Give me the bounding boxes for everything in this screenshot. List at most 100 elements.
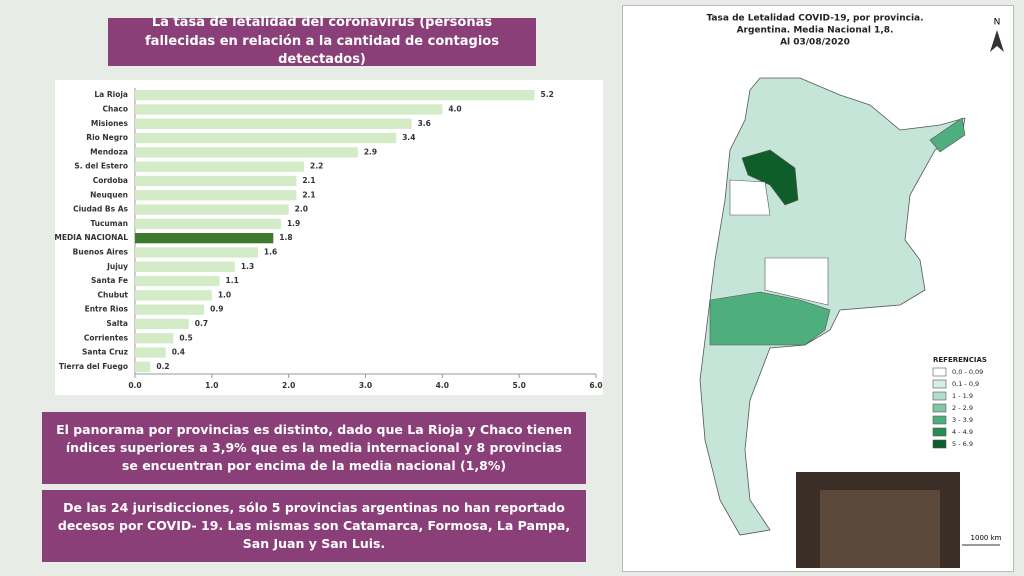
province <box>741 149 799 206</box>
province <box>929 117 966 153</box>
legend-swatch <box>932 427 947 437</box>
y-tick-label: Santa Cruz <box>82 348 128 357</box>
value-label: 2.0 <box>295 205 308 214</box>
y-tick-label: Misiones <box>91 119 129 128</box>
legend-swatch <box>932 367 947 377</box>
x-tick-label: 0.0 <box>128 381 141 390</box>
note: El panorama por provincias es distinto, … <box>42 412 586 484</box>
bar <box>135 190 297 201</box>
video-inset <box>820 490 940 568</box>
map: N 1000 km <box>699 18 1004 568</box>
y-tick-label: Neuquen <box>90 190 128 199</box>
value-label: 3.4 <box>402 133 415 142</box>
y-tick-label: La Rioja <box>94 90 128 99</box>
y-tick-label: S. del Estero <box>74 162 128 171</box>
value-label: 1.8 <box>279 233 292 242</box>
y-tick-label: Mendoza <box>90 147 128 156</box>
value-label: 1.0 <box>218 290 231 299</box>
legend-title: REFERENCIAS <box>933 356 987 364</box>
value-label: 0.7 <box>195 319 208 328</box>
y-tick-label: Ciudad Bs As <box>73 205 128 214</box>
legend-label: 0,0 - 0,09 <box>952 368 983 376</box>
value-label: 2.1 <box>302 176 315 185</box>
y-tick-label: Buenos Aires <box>73 247 129 256</box>
legend-label: 3 - 3.9 <box>952 416 973 424</box>
y-tick-label: Chubut <box>98 290 129 299</box>
y-tick-label: Tierra del Fuego <box>59 362 128 371</box>
legend-swatch <box>932 415 947 425</box>
bar <box>135 161 305 172</box>
legend-swatch <box>932 379 947 389</box>
bar <box>135 175 297 187</box>
x-tick-label: 4.0 <box>436 381 449 390</box>
legend-label: 5 - 6.9 <box>952 440 973 448</box>
bar <box>135 104 443 115</box>
chart-title: La tasa de letalidad del coronavirus (pe… <box>108 15 536 67</box>
value-label: 2.1 <box>302 190 315 199</box>
bar <box>135 118 412 129</box>
bar <box>135 204 289 215</box>
value-label: 1.3 <box>241 262 254 271</box>
x-tick-label: 1.0 <box>205 381 218 390</box>
value-label: 4.0 <box>448 104 461 113</box>
x-tick-label: 2.0 <box>282 381 295 390</box>
y-tick-label: Salta <box>106 319 128 328</box>
north-label: N <box>994 18 1001 28</box>
legend-swatch <box>932 439 947 449</box>
value-label: 0.2 <box>156 362 169 371</box>
x-tick-label: 5.0 <box>513 381 526 390</box>
value-label: 2.9 <box>364 147 377 156</box>
legend-swatch <box>932 403 947 413</box>
legend-label: 1 - 1.9 <box>952 392 973 400</box>
note: De las 24 jurisdicciones, sólo 5 provinc… <box>42 490 586 562</box>
bar <box>135 361 151 372</box>
legend-swatch <box>932 391 947 401</box>
bar <box>135 132 397 144</box>
province <box>764 257 829 306</box>
value-label: 1.6 <box>264 247 277 256</box>
value-label: 1.1 <box>226 276 239 285</box>
value-label: 2.2 <box>310 162 323 171</box>
bar <box>135 261 235 272</box>
bar <box>135 218 281 229</box>
value-label: 0.4 <box>172 348 185 357</box>
x-tick-label: 3.0 <box>359 381 372 390</box>
bar <box>135 347 166 358</box>
y-tick-label: Cordoba <box>93 176 128 185</box>
y-tick-label: Entre Rios <box>85 305 129 314</box>
value-label: 5.2 <box>541 90 554 99</box>
bar <box>135 318 189 330</box>
legend-label: 2 - 2.9 <box>952 404 973 412</box>
province <box>709 291 831 346</box>
map-title: Al 03/08/2020 <box>780 38 850 48</box>
bar <box>135 247 258 258</box>
map-title: Argentina. Media Nacional 1,8. <box>737 26 894 36</box>
legend-label: 0,1 - 0,9 <box>952 380 979 388</box>
bar <box>135 90 535 101</box>
legend-label: 4 - 4.9 <box>952 428 973 436</box>
north-arrow <box>990 30 1004 52</box>
x-tick-label: 6.0 <box>589 381 602 390</box>
bar <box>135 147 358 158</box>
y-tick-label: Santa Fe <box>91 276 128 285</box>
scale-label: 1000 km <box>971 534 1002 542</box>
y-tick-label: MEDIA NACIONAL <box>54 233 128 242</box>
y-tick-label: Corrientes <box>84 333 129 342</box>
bar <box>135 304 205 315</box>
y-tick-label: Chaco <box>102 104 128 113</box>
bar <box>135 333 174 344</box>
value-label: 1.9 <box>287 219 300 228</box>
map-title: Tasa de Letalidad COVID-19, por provinci… <box>706 14 923 24</box>
bar <box>135 290 212 301</box>
value-label: 0.5 <box>179 333 192 342</box>
value-label: 3.6 <box>418 119 431 128</box>
y-tick-label: Jujuy <box>106 262 128 271</box>
bar <box>135 275 220 287</box>
value-label: 0.9 <box>210 305 223 314</box>
province <box>729 179 771 216</box>
bar <box>135 233 274 244</box>
y-tick-label: Tucuman <box>90 219 128 228</box>
y-tick-label: Rio Negro <box>86 133 128 142</box>
